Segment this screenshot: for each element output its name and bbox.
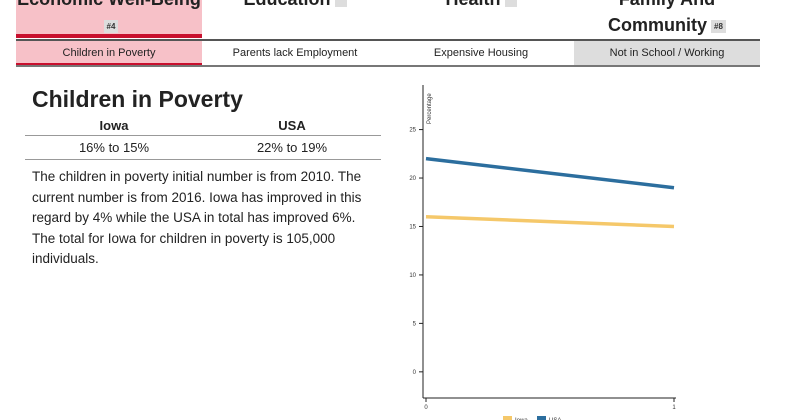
- series-line-usa: [425, 156, 675, 190]
- indicator-tabs: Children in Poverty Parents lack Employm…: [16, 39, 760, 67]
- x-tick-label: 1: [672, 405, 676, 411]
- series-line-iowa: [425, 215, 675, 229]
- legend-swatch: [503, 416, 512, 420]
- tab-label: Economic Well-Being: [17, 0, 201, 9]
- description: The children in poverty initial number i…: [32, 167, 377, 270]
- tab-label: Family And Community: [608, 0, 715, 35]
- y-tick-label: 15: [409, 224, 416, 230]
- description-paragraph: The children in poverty initial number i…: [32, 169, 362, 225]
- rank-badge: #4: [103, 19, 119, 33]
- subtab-children-in-poverty[interactable]: Children in Poverty: [16, 41, 202, 65]
- tab-label: Education: [243, 0, 330, 9]
- legend-swatch: [537, 416, 546, 420]
- tab-label: Health: [445, 0, 500, 9]
- category-tabs: Economic Well-Being #4 Education Health F…: [16, 0, 760, 38]
- comparison-table: Iowa USA 16% to 15% 22% to 19%: [25, 116, 381, 160]
- rank-badge: [504, 0, 517, 7]
- subtab-not-in-school-working[interactable]: Not in School / Working: [574, 41, 760, 65]
- y-tick-label: 20: [409, 176, 416, 182]
- rank-badge: [334, 0, 347, 7]
- tab-education[interactable]: Education: [202, 0, 388, 38]
- tab-economic-well-being[interactable]: Economic Well-Being #4: [16, 0, 202, 38]
- y-tick-label: 25: [409, 128, 416, 134]
- subtab-expensive-housing[interactable]: Expensive Housing: [433, 47, 529, 59]
- value-usa: 22% to 19%: [203, 135, 381, 160]
- legend-label: USA: [549, 418, 561, 420]
- page-title: Children in Poverty: [32, 86, 243, 112]
- y-tick-label: 0: [413, 370, 417, 376]
- x-tick-label: 0: [424, 405, 428, 411]
- legend-label: Iowa: [515, 418, 528, 420]
- header-iowa: Iowa: [25, 116, 203, 136]
- rank-badge: #8: [711, 19, 726, 33]
- value-iowa: 16% to 15%: [25, 135, 203, 160]
- y-axis-label: Percentage: [427, 93, 433, 124]
- y-tick-label: 10: [409, 273, 416, 279]
- description-paragraph: The total for Iowa for children in pover…: [32, 230, 336, 267]
- header-usa: USA: [203, 116, 381, 136]
- subtab-parents-lack-employment[interactable]: Parents lack Employment: [232, 47, 358, 59]
- y-tick-label: 5: [413, 321, 417, 327]
- tab-health[interactable]: Health: [388, 0, 574, 38]
- tab-family-and-community[interactable]: Family And Community#8: [574, 0, 760, 38]
